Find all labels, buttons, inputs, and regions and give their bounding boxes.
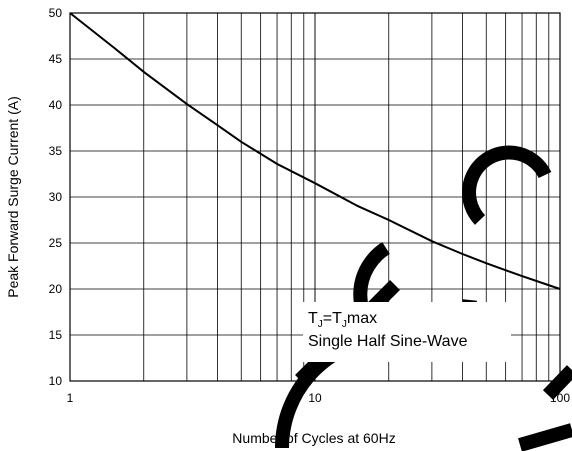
y-tick-label: 35	[49, 144, 63, 158]
y-tick-label: 15	[49, 328, 63, 342]
y-tick-label: 50	[49, 6, 63, 20]
x-tick-label: 1	[67, 391, 74, 405]
plot-frame	[69, 12, 561, 382]
annotation-box: TJ=TJmax Single Half Sine-Wave	[303, 302, 511, 362]
y-tick-label: 30	[49, 190, 63, 204]
y-tick-label: 40	[49, 98, 63, 112]
y-axis-title: Peak Forward Surge Current (A)	[5, 96, 21, 298]
x-tick-label: 100	[550, 391, 570, 405]
annotation-line2: Single Half Sine-Wave	[308, 333, 468, 350]
x-axis-title: Number of Cycles at 60Hz	[232, 430, 395, 446]
y-tick-label: 10	[49, 374, 63, 388]
tick-labels: 10 15 20 25 30 35 40 45 50 1 10 100	[49, 6, 571, 405]
series-line	[69, 12, 561, 290]
y-tick-label: 45	[49, 52, 63, 66]
y-tick-label: 25	[49, 236, 63, 250]
y-tick-label: 20	[49, 282, 63, 296]
annotation-line1: TJ=TJmax	[308, 310, 377, 330]
annotation-background	[303, 302, 511, 362]
x-tick-label: 10	[308, 391, 322, 405]
